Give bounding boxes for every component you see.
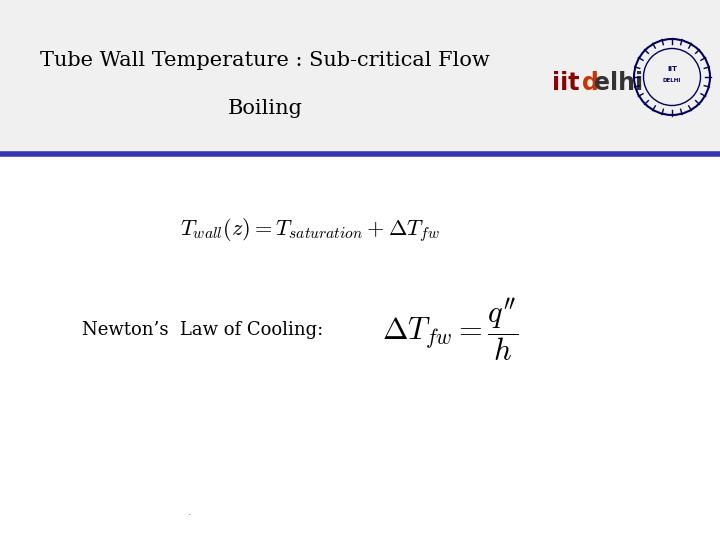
- Text: elhi: elhi: [594, 71, 643, 95]
- Bar: [0, 154, 720, 540]
- Text: Boiling: Boiling: [228, 98, 302, 118]
- Text: DELHI: DELHI: [663, 78, 681, 84]
- Text: d: d: [582, 71, 599, 95]
- Text: Newton’s  Law of Cooling:: Newton’s Law of Cooling:: [82, 321, 323, 339]
- Text: Tube Wall Temperature : Sub-critical Flow: Tube Wall Temperature : Sub-critical Flo…: [40, 51, 490, 70]
- Text: .: .: [188, 507, 192, 517]
- Text: iit: iit: [552, 71, 580, 95]
- Text: $T_{wall}(z) = T_{saturation} + \Delta T_{fw}$: $T_{wall}(z) = T_{saturation} + \Delta T…: [180, 216, 440, 244]
- Text: $\Delta T_{fw} = \dfrac{q^{\prime\prime}}{h}$: $\Delta T_{fw} = \dfrac{q^{\prime\prime}…: [382, 296, 518, 363]
- Text: IIT: IIT: [667, 66, 677, 72]
- Bar: [0, 0, 720, 154]
